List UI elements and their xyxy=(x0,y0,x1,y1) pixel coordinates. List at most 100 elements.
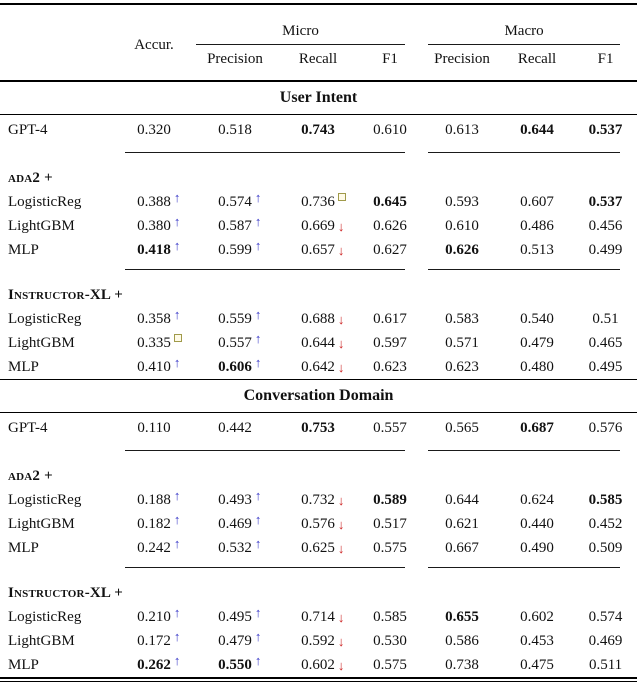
metric-value: 0.644 xyxy=(445,491,479,508)
metric-cell: 0.574 xyxy=(574,605,637,629)
up-arrow-icon: ↑ xyxy=(173,487,181,503)
row-label: GPT-4 xyxy=(8,419,48,436)
metric-value: 0.210 ↑ xyxy=(137,604,181,625)
micro-cmidrule xyxy=(125,449,406,451)
up-arrow-icon: ↑ xyxy=(254,535,262,551)
metric-value: 0.486 xyxy=(520,217,554,234)
row-label: LightGBM xyxy=(8,217,75,234)
metric-value: 0.110 xyxy=(137,419,171,436)
metric-value: 0.599 ↑ xyxy=(218,237,262,258)
metric-value: 0.610 xyxy=(373,121,407,138)
metric-value: 0.574 xyxy=(588,608,623,625)
metric-cell: 0.575 xyxy=(356,653,424,677)
result-row: GPT-4 0.320 0.518 0.743 0.610 0.613 0.644 0.537 xyxy=(0,115,637,146)
metric-cell: 0.583 xyxy=(424,307,500,331)
square-marker-icon xyxy=(173,333,182,342)
metric-cell: 0.585 xyxy=(574,488,637,512)
metric-cell: 0.607 xyxy=(500,190,574,214)
down-arrow-icon: ↓ xyxy=(337,516,345,532)
results-table: Accur. Micro Macro Precision Recall F1 P… xyxy=(0,5,637,677)
metric-cell: 0.469 xyxy=(574,629,637,653)
result-row: LogisticReg 0.358 ↑ 0.559 ↑ 0.688 ↓ 0.617 0.583 0… xyxy=(0,307,637,331)
metric-value: 0.602 xyxy=(520,608,554,625)
metric-cell: 0.593 xyxy=(424,190,500,214)
metric-value: 0.530 xyxy=(373,632,407,649)
metric-value: 0.456 xyxy=(588,217,623,234)
embedding-group-label: Instructor-XL + xyxy=(8,287,124,303)
metric-value: 0.626 xyxy=(445,241,479,258)
metric-value: 0.188 ↑ xyxy=(137,487,181,508)
metric-cell: 0.557 ↑ xyxy=(190,331,280,355)
metric-value: 0.499 xyxy=(588,241,623,258)
metric-value: 0.624 xyxy=(520,491,554,508)
down-arrow-icon: ↓ xyxy=(337,359,345,375)
metric-value: 0.410 ↑ xyxy=(137,354,181,375)
metric-cell: 0.518 xyxy=(190,115,280,146)
metric-value: 0.513 xyxy=(520,241,554,258)
metric-cell: 0.576 xyxy=(574,413,637,444)
down-arrow-icon: ↓ xyxy=(337,335,345,351)
metric-cell: 0.642 ↓ xyxy=(280,355,356,380)
metric-cell: 0.480 xyxy=(500,355,574,380)
macro-cmidrule-cell xyxy=(424,262,637,276)
micro-cmidrule-cell xyxy=(118,262,424,276)
square-marker-icon xyxy=(337,192,346,201)
metric-value: 0.687 xyxy=(520,419,554,436)
micro-cmidrule xyxy=(125,151,406,153)
down-arrow-icon: ↓ xyxy=(337,609,345,625)
table-header: Accur. Micro Macro Precision Recall F1 P… xyxy=(0,5,637,82)
down-arrow-icon: ↓ xyxy=(337,633,345,649)
metric-value: 0.623 xyxy=(373,358,407,375)
table-bottom-rule xyxy=(0,677,637,682)
metric-cell: 0.486 xyxy=(500,214,574,238)
metric-value: 0.655 xyxy=(445,608,479,625)
metric-cell: 0.657 ↓ xyxy=(280,238,356,262)
up-arrow-icon: ↑ xyxy=(254,628,262,644)
metric-cell: 0.753 xyxy=(280,413,356,444)
results-tbody: User Intent GPT-4 0.320 0.518 0.743 0.610 0.61… xyxy=(0,81,637,677)
micro-recall-header: Recall xyxy=(280,45,356,82)
metric-cell: 0.575 xyxy=(356,536,424,560)
metric-cell: 0.418 ↑ xyxy=(118,238,190,262)
metric-value: 0.511 xyxy=(588,656,623,673)
metric-cell: 0.513 xyxy=(500,238,574,262)
metric-value: 0.565 xyxy=(445,419,479,436)
macro-cmidrule-cell xyxy=(424,560,637,574)
metric-value: 0.571 xyxy=(445,334,479,351)
row-label: MLP xyxy=(8,358,39,375)
result-row: MLP 0.410 ↑ 0.606 ↑ 0.642 ↓ 0.623 0.623 0.480 0.49… xyxy=(0,355,637,380)
up-arrow-icon: ↑ xyxy=(173,306,181,322)
result-row: LightGBM 0.182 ↑ 0.469 ↑ 0.576 ↓ 0.517 0.621 0.44… xyxy=(0,512,637,536)
metric-value: 0.469 ↑ xyxy=(218,511,262,532)
cmidrule-row xyxy=(0,145,637,159)
metric-value: 0.495 ↑ xyxy=(218,604,262,625)
metric-value: 0.493 ↑ xyxy=(218,487,262,508)
metric-value: 0.743 xyxy=(301,121,335,138)
up-arrow-icon: ↑ xyxy=(254,354,262,370)
section-title-row: Conversation Domain xyxy=(0,379,637,413)
embedding-group-row: Instructor-XL + xyxy=(0,574,637,605)
result-row: MLP 0.262 ↑ 0.550 ↑ 0.602 ↓ 0.575 0.738 0.475 0.51… xyxy=(0,653,637,677)
metric-cell: 0.617 xyxy=(356,307,424,331)
metric-cell: 0.623 xyxy=(424,355,500,380)
metric-value: 0.335 xyxy=(137,333,182,352)
metric-cell: 0.550 ↑ xyxy=(190,653,280,677)
metric-cell: 0.475 xyxy=(500,653,574,677)
row-label-header xyxy=(0,5,118,82)
up-arrow-icon: ↑ xyxy=(173,628,181,644)
metric-cell: 0.335 xyxy=(118,331,190,355)
metric-value: 0.479 ↑ xyxy=(218,628,262,649)
metric-value: 0.453 xyxy=(520,632,554,649)
row-label: LogisticReg xyxy=(8,193,82,210)
metric-value: 0.242 ↑ xyxy=(137,535,181,556)
metric-cell: 0.110 xyxy=(118,413,190,444)
metric-value: 0.627 xyxy=(373,241,407,258)
metric-cell: 0.644 xyxy=(424,488,500,512)
metric-value: 0.388 ↑ xyxy=(137,189,181,210)
metric-cell: 0.669 ↓ xyxy=(280,214,356,238)
metric-value: 0.610 xyxy=(445,217,479,234)
metric-cell: 0.499 xyxy=(574,238,637,262)
metric-cell: 0.626 xyxy=(424,238,500,262)
metric-value: 0.575 xyxy=(373,539,407,556)
metric-value: 0.557 ↑ xyxy=(218,330,262,351)
